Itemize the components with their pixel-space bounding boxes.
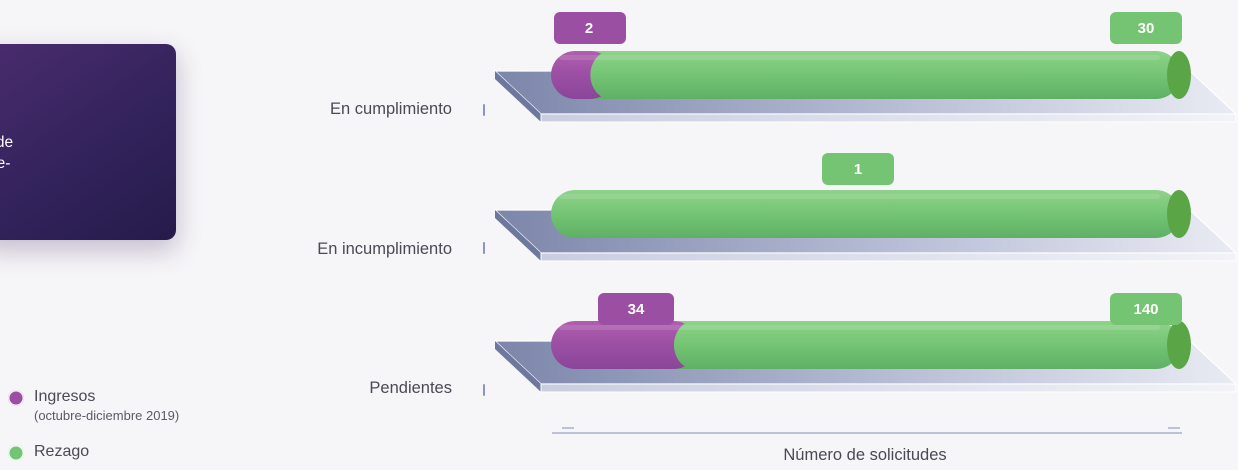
data-label-rezago: 30 <box>1138 20 1155 37</box>
bar-shelf-side <box>495 341 541 392</box>
bar-rezago-join <box>590 51 631 99</box>
bar-highlight <box>559 325 1160 330</box>
bar-ingresos <box>551 321 698 369</box>
data-label-ingresos-bg <box>598 293 674 325</box>
bar-rezago-cap <box>1167 51 1191 99</box>
bar-shelf-side <box>495 210 541 261</box>
data-label-rezago: 140 <box>1133 301 1158 318</box>
bar-shelf-side <box>495 71 541 122</box>
bar-shelf-front <box>540 252 1237 262</box>
data-label-rezago: 1 <box>854 161 862 178</box>
title-card: umentales de nes, octubre- <box>0 44 176 240</box>
legend-swatch-rezago <box>8 445 24 461</box>
y-axis-tick <box>483 104 485 116</box>
bar-rezago-cap <box>1167 321 1191 369</box>
legend-label-ingresos: Ingresos <box>34 388 96 405</box>
data-label-rezago-bg <box>822 153 894 185</box>
bar-rezago-join <box>673 321 714 369</box>
y-axis-tick <box>483 384 485 396</box>
chart-title: umentales de nes, octubre- <box>0 134 14 172</box>
bar-rezago <box>649 321 1180 369</box>
legend-label-rezago: Rezago <box>34 443 90 460</box>
x-axis-title: Número de solicitudes <box>783 446 947 464</box>
data-label-ingresos: 34 <box>628 301 645 318</box>
bar-highlight <box>559 55 1160 60</box>
y-axis-tick <box>483 242 485 254</box>
legend-sublabel-ingresos: (octubre-diciembre 2019) <box>34 408 180 423</box>
category-label-en-incumplimiento: En incumplimiento <box>317 240 452 258</box>
bar-rezago <box>566 51 1180 99</box>
legend-swatch-ingresos <box>8 390 24 406</box>
bar-highlight <box>559 194 1160 199</box>
bar-rezago-cap <box>1167 190 1191 238</box>
bar-shelf-front <box>540 383 1237 393</box>
bar-rezago <box>551 190 1180 238</box>
data-label-ingresos-bg <box>554 12 626 44</box>
data-label-rezago-bg <box>1110 12 1182 44</box>
category-label-pendientes: Pendientes <box>369 379 452 397</box>
data-label-rezago-bg <box>1110 293 1182 325</box>
data-label-ingresos: 2 <box>585 20 593 37</box>
bar-shelf-front <box>540 113 1237 123</box>
category-label-en-cumplimiento: En cumplimiento <box>330 100 452 118</box>
